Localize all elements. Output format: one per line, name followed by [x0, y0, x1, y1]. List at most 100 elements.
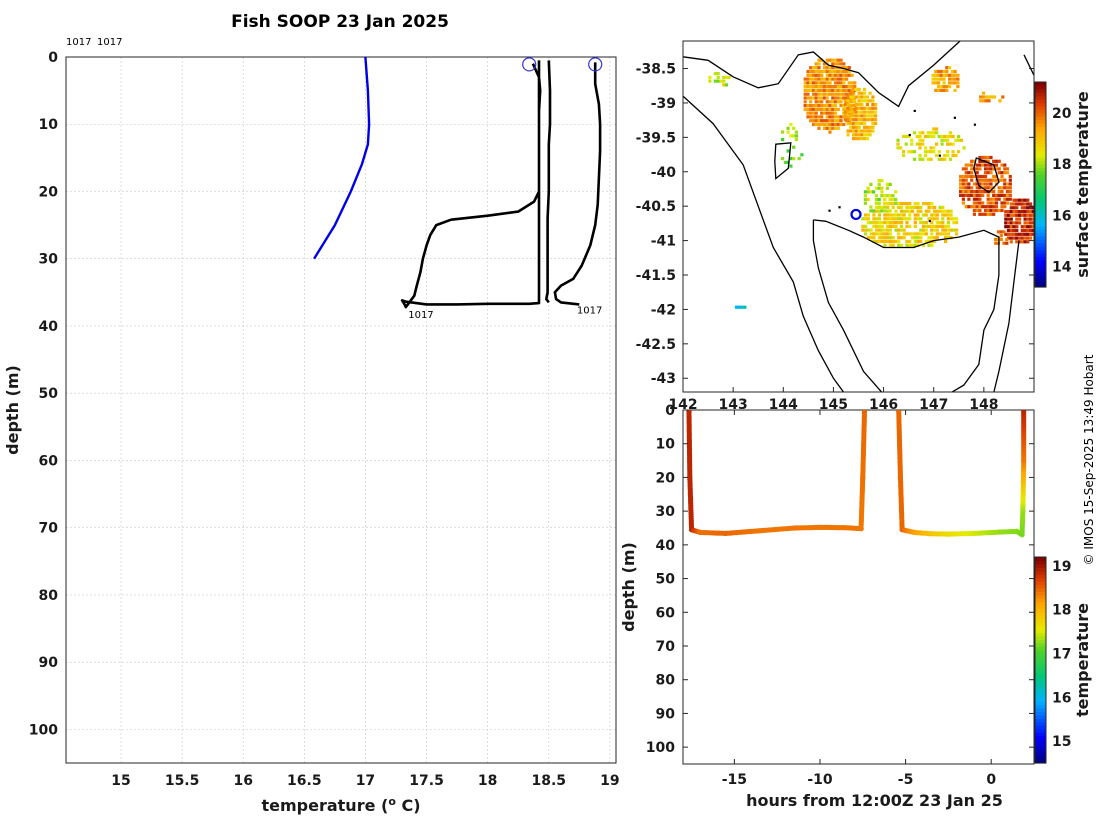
- ts-y-tick-label: 90: [656, 706, 676, 722]
- sst-pixel: [869, 205, 873, 209]
- sst-pixel: [811, 122, 816, 127]
- sst-pixel: [877, 232, 881, 236]
- sst-pixel: [872, 190, 876, 194]
- sst-pixel: [941, 221, 945, 225]
- sst-pixel: [946, 217, 950, 221]
- sst-pixel: [952, 221, 956, 225]
- sst-pixel: [945, 73, 949, 77]
- sst-pixel: [839, 122, 843, 127]
- sst-pixel: [817, 73, 821, 77]
- sst-pixel: [1029, 225, 1033, 229]
- sst-pixel: [865, 99, 869, 103]
- ts-y-tick-label: 70: [656, 639, 676, 655]
- sst-pixel: [921, 232, 926, 236]
- sst-pixel: [910, 142, 914, 146]
- sst-pixel: [871, 99, 875, 103]
- sst-pixel: [913, 236, 917, 240]
- colorbar-step: [1035, 215, 1046, 220]
- sst-pixel: [817, 100, 821, 104]
- sst-pixel: [825, 69, 829, 74]
- sst-pixel: [852, 95, 856, 99]
- sst-pixel: [997, 208, 1001, 213]
- sst-pixel: [883, 239, 887, 244]
- coastline-flinders-island: [973, 157, 1000, 194]
- colorbar-step: [1035, 184, 1046, 189]
- sst-pixel: [842, 73, 846, 77]
- sst-pixel: [921, 157, 925, 161]
- sst-pixel: [852, 125, 856, 129]
- sst-pixel: [943, 153, 947, 158]
- sst-pixel: [809, 96, 813, 100]
- sst-pixel: [941, 209, 945, 213]
- sst-pixel: [908, 202, 912, 206]
- colorbar-tick-label: 16: [1052, 690, 1071, 706]
- depth-time-series-panel: 0 10 20 30 40 50 60 70 80 90 100 -15 -10 -5 0 hours fro…: [619, 403, 1092, 810]
- ts-x-tick-label: -15: [722, 772, 747, 788]
- sst-pixel: [1023, 198, 1027, 202]
- sst-pixel: [828, 73, 832, 77]
- sst-pixel: [839, 100, 843, 104]
- sst-pixel: [1003, 182, 1007, 186]
- colorbar-tick-label: 15: [1052, 734, 1071, 750]
- sst-pixel: [811, 85, 816, 89]
- sst-pixel: [806, 104, 810, 108]
- sst-pixel: [880, 228, 884, 232]
- sst-pixel: [857, 118, 861, 122]
- sst-pixel: [945, 66, 949, 70]
- sst-pixel: [946, 221, 950, 225]
- sst-pixel: [930, 224, 934, 228]
- sst-pixel: [989, 208, 993, 213]
- sst-pixel: [986, 212, 990, 216]
- sst-pixel: [1008, 193, 1012, 197]
- sst-pixel: [831, 100, 835, 104]
- sst-pixel: [814, 111, 818, 115]
- sst-pixel: [852, 121, 856, 126]
- sst-pixel: [948, 81, 952, 85]
- coastline-tasmania: [812, 219, 1000, 392]
- sst-pixel: [786, 126, 790, 130]
- sst-pixel: [979, 95, 983, 99]
- sst-pixel: [894, 197, 898, 202]
- sst-pixel: [921, 131, 925, 135]
- sst-pixel: [970, 174, 974, 179]
- sst-pixel: [849, 125, 853, 129]
- sst-pixel: [811, 96, 816, 100]
- sst-pixel: [954, 138, 958, 142]
- sst-pixel: [1026, 221, 1030, 225]
- sst-pixel: [954, 153, 958, 158]
- sst-pixel: [1005, 201, 1010, 205]
- sst-pixel: [811, 111, 816, 115]
- sst-pixel: [978, 208, 982, 213]
- x-tick-label: 16.5: [287, 773, 322, 789]
- sst-pixel: [811, 77, 816, 81]
- sst-pixel: [935, 131, 939, 135]
- sst-pixel: [915, 134, 919, 139]
- y-tick-label: 30: [39, 252, 59, 268]
- sst-pixel: [891, 243, 895, 247]
- sst-pixel: [886, 232, 890, 236]
- sst-pixel: [849, 95, 853, 99]
- sst-pixel: [716, 75, 720, 79]
- sst-pixel: [981, 155, 985, 160]
- sst-pixel: [872, 224, 876, 228]
- sst-pixel: [961, 201, 965, 205]
- colorbar-step: [1035, 749, 1046, 754]
- sst-pixel: [861, 224, 865, 228]
- sst-pixel: [1009, 228, 1013, 233]
- sst-pixel: [926, 157, 930, 161]
- sst-pixel: [1004, 217, 1008, 221]
- sst-pixel: [883, 228, 887, 232]
- sst-pixel: [806, 92, 810, 96]
- sst-pixel: [953, 81, 957, 85]
- sst-pixel: [989, 167, 993, 171]
- sst-pixel: [888, 236, 892, 240]
- sst-pixel: [1006, 225, 1011, 229]
- sst-pixel: [817, 81, 821, 85]
- sst-pixel: [854, 129, 858, 133]
- sst-pixel: [825, 111, 829, 115]
- sst-pixel: [825, 126, 829, 130]
- sst-pixel: [863, 125, 867, 129]
- sst-pixel: [863, 114, 867, 118]
- sst-pixel: [854, 110, 858, 114]
- island-dot: [953, 116, 956, 119]
